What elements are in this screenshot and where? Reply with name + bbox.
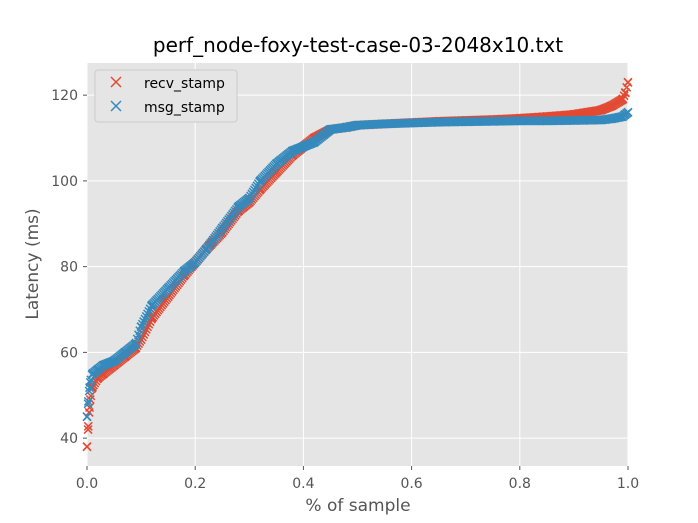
data-point: [618, 94, 628, 104]
data-point: [515, 116, 525, 126]
data-point: [461, 117, 471, 127]
data-point: [136, 322, 146, 332]
data-point: [82, 412, 92, 422]
plot-background: [87, 63, 628, 466]
data-point: [380, 119, 390, 129]
legend-marker-recv-stamp: [110, 76, 122, 88]
data-point: [607, 101, 617, 111]
data-point: [217, 223, 227, 233]
data-point: [309, 137, 319, 147]
y-tick-label: 80: [60, 260, 78, 276]
series-msg-stamp: [82, 107, 633, 422]
legend-box: [94, 69, 238, 123]
data-point: [163, 283, 173, 293]
axis-ticks: 0.0 0.2 0.4 0.6 0.8 1.0 40 60 80 100 120: [51, 88, 639, 492]
data-point: [407, 118, 417, 128]
series-point: [141, 311, 151, 321]
y-tick-label: 40: [60, 431, 78, 447]
data-point: [233, 202, 244, 212]
data-point: [131, 339, 141, 349]
data-point: [98, 360, 108, 370]
data-point: [84, 407, 94, 417]
legend-x-icon: [110, 100, 122, 112]
data-point: [488, 116, 498, 126]
x-axis-label: % of sample: [305, 496, 410, 516]
data-point: [271, 159, 281, 169]
y-axis-label: Latency (ms): [23, 208, 43, 319]
data-point: [85, 377, 95, 387]
data-point: [84, 386, 94, 396]
legend-label-recv-stamp: recv_stamp: [144, 76, 225, 92]
data-point: [596, 115, 606, 125]
data-point: [190, 257, 200, 267]
data-point: [298, 142, 308, 152]
data-point: [623, 77, 633, 87]
data-point: [109, 356, 119, 366]
x-tick-label: 1.0: [617, 476, 639, 492]
legend-x-icon: [110, 76, 122, 88]
data-point: [342, 122, 352, 132]
data-point: [83, 399, 93, 409]
series-point: [139, 317, 149, 327]
data-point: [542, 116, 552, 126]
data-point: [255, 176, 265, 186]
x-tick-label: 0.2: [184, 476, 206, 492]
data-point: [201, 244, 211, 255]
x-tick-label: 0.4: [292, 476, 314, 492]
data-point: [607, 114, 617, 124]
series-point: [143, 309, 153, 319]
x-tick-label: 0.8: [509, 476, 531, 492]
series-point: [140, 314, 150, 324]
data-point: [620, 88, 630, 98]
series-point: [144, 306, 154, 316]
data-point: [325, 124, 335, 134]
series-point: [83, 421, 93, 431]
data-point: [147, 300, 157, 310]
x-tick-label: 0.6: [400, 476, 422, 492]
x-tick-label: 0.0: [76, 476, 98, 492]
legend-label-msg-stamp: msg_stamp: [144, 100, 225, 116]
series-point: [137, 319, 147, 329]
series-layer: [82, 77, 633, 452]
y-tick-label: 100: [51, 174, 78, 190]
data-point: [179, 266, 189, 276]
data-point: [596, 105, 606, 115]
data-point: [434, 117, 444, 127]
data-point: [83, 425, 93, 435]
data-point: [93, 365, 103, 375]
data-point: [288, 146, 298, 156]
data-point: [623, 107, 633, 117]
data-point: [569, 115, 579, 125]
y-tick-label: 120: [51, 88, 78, 104]
legend-marker-msg-stamp: [110, 100, 122, 112]
data-point: [352, 120, 363, 130]
data-point: [244, 193, 254, 203]
y-tick-label: 60: [60, 345, 78, 361]
chart-title: perf_node-foxy-test-case-03-2048x10.txt: [153, 33, 563, 57]
data-point: [82, 442, 92, 452]
data-point: [87, 369, 97, 379]
data-point: [120, 347, 130, 357]
legend: recv_stamp msg_stamp: [94, 69, 238, 123]
series-point: [83, 396, 93, 406]
